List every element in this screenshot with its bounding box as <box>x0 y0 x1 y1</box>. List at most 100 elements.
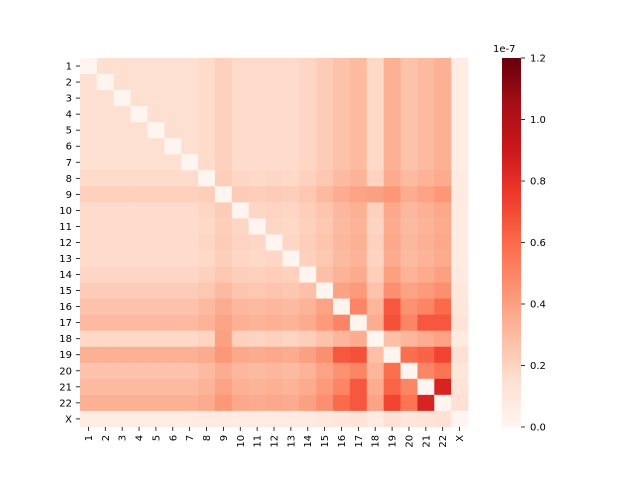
heatmap-cell-4-10 <box>231 106 250 123</box>
heatmap-cell-19-13 <box>282 346 300 364</box>
heatmap-cell-7-7 <box>181 154 199 171</box>
col-tick-label-5: 5 <box>151 435 162 441</box>
heatmap-cell-9-14 <box>299 186 317 203</box>
heatmap-cell-14-1 <box>80 266 98 283</box>
row-tick-label-5: 5 <box>66 126 72 137</box>
heatmap-cell-15-7 <box>181 282 199 299</box>
heatmap-cell-16-17 <box>349 298 368 316</box>
row-tick-label-3: 3 <box>66 94 72 105</box>
heatmap-cell-X-20 <box>400 410 418 428</box>
heatmap-cell-1-9 <box>214 58 233 75</box>
heatmap-cell-4-19 <box>383 106 401 123</box>
heatmap-cell-13-22 <box>434 250 452 267</box>
heatmap-cell-21-20 <box>400 378 418 396</box>
heatmap-cell-7-17 <box>349 154 368 171</box>
heatmap-cell-10-4 <box>130 202 148 219</box>
heatmap-cell-14-5 <box>147 266 165 283</box>
heatmap-cell-X-12 <box>265 410 283 428</box>
heatmap-cell-10-18 <box>366 202 385 219</box>
heatmap-cell-11-21 <box>417 218 435 235</box>
row-tick-label-1: 1 <box>66 62 72 73</box>
heatmap-cell-19-10 <box>231 346 250 364</box>
heatmap-cell-1-19 <box>383 58 401 75</box>
heatmap-cell-7-13 <box>282 154 300 171</box>
heatmap-cell-14-3 <box>113 266 132 283</box>
heatmap-cell-6-5 <box>147 138 165 155</box>
heatmap-cell-X-8 <box>198 410 216 428</box>
heatmap-cell-11-9 <box>214 218 233 235</box>
heatmap-cell-21-21 <box>417 378 435 396</box>
heatmap-cell-21-5 <box>147 378 165 396</box>
col-tick-label-21: 21 <box>421 435 432 448</box>
heatmap-cell-13-10 <box>231 250 250 267</box>
heatmap-cell-18-19 <box>383 330 401 348</box>
heatmap-cell-20-16 <box>333 362 351 380</box>
heatmap-cell-7-20 <box>400 154 418 171</box>
col-tick-label-20: 20 <box>404 435 415 448</box>
heatmap-cell-X-18 <box>366 410 385 428</box>
heatmap-cell-22-20 <box>400 394 418 412</box>
heatmap-cell-6-8 <box>198 138 216 155</box>
heatmap-cell-17-15 <box>316 314 334 332</box>
heatmap-cell-16-16 <box>333 298 351 316</box>
heatmap-cell-5-14 <box>299 122 317 139</box>
heatmap-cell-15-16 <box>333 282 351 299</box>
heatmap-cell-12-11 <box>248 234 266 251</box>
heatmap-cell-14-14 <box>299 266 317 283</box>
heatmap-cell-13-7 <box>181 250 199 267</box>
heatmap-cell-12-20 <box>400 234 418 251</box>
heatmap-cell-22-21 <box>417 394 435 412</box>
heatmap-cell-10-6 <box>164 202 182 219</box>
col-tick-label-4: 4 <box>135 435 146 441</box>
heatmap-cell-15-10 <box>231 282 250 299</box>
heatmap-cell-20-6 <box>164 362 182 380</box>
heatmap-cell-9-3 <box>113 186 132 203</box>
colorbar-tick-label-0.6: 0.6 <box>530 238 546 249</box>
heatmap-cell-14-20 <box>400 266 418 283</box>
heatmap-cell-22-13 <box>282 394 300 412</box>
heatmap-cell-10-17 <box>349 202 368 219</box>
heatmap-cell-16-21 <box>417 298 435 316</box>
heatmap-cell-16-5 <box>147 298 165 316</box>
heatmap-cell-4-13 <box>282 106 300 123</box>
heatmap-cell-18-22 <box>434 330 452 348</box>
heatmap-cell-X-X <box>451 410 469 428</box>
heatmap-cell-21-10 <box>231 378 250 396</box>
heatmap-cell-19-17 <box>349 346 368 364</box>
heatmap-cell-19-7 <box>181 346 199 364</box>
heatmap-cell-9-22 <box>434 186 452 203</box>
heatmap-cell-10-8 <box>198 202 216 219</box>
heatmap-cell-15-14 <box>299 282 317 299</box>
heatmap-cell-17-7 <box>181 314 199 332</box>
heatmap-cell-5-20 <box>400 122 418 139</box>
heatmap-cell-12-10 <box>231 234 250 251</box>
heatmap-cell-16-20 <box>400 298 418 316</box>
heatmap-cell-3-19 <box>383 90 401 107</box>
heatmap-cell-9-6 <box>164 186 182 203</box>
heatmap-cell-19-18 <box>366 346 385 364</box>
heatmap-cell-2-X <box>451 74 469 91</box>
heatmap-cell-1-18 <box>366 58 385 75</box>
heatmap-cell-19-4 <box>130 346 148 364</box>
heatmap-cell-15-1 <box>80 282 98 299</box>
heatmap-cell-13-20 <box>400 250 418 267</box>
heatmap-cell-4-20 <box>400 106 418 123</box>
heatmap-cell-1-6 <box>164 58 182 75</box>
heatmap-cell-5-13 <box>282 122 300 139</box>
heatmap-cell-14-11 <box>248 266 266 283</box>
heatmap-cell-9-19 <box>383 186 401 203</box>
heatmap-cell-14-8 <box>198 266 216 283</box>
heatmap-cell-14-10 <box>231 266 250 283</box>
heatmap-cell-4-14 <box>299 106 317 123</box>
heatmap-cell-22-2 <box>96 394 115 412</box>
heatmap-cell-17-6 <box>164 314 182 332</box>
heatmap-cell-14-19 <box>383 266 401 283</box>
heatmap-cell-10-16 <box>333 202 351 219</box>
heatmap-cell-20-7 <box>181 362 199 380</box>
heatmap-cell-21-16 <box>333 378 351 396</box>
row-tick-label-13: 13 <box>59 254 72 265</box>
heatmap-cell-3-12 <box>265 90 283 107</box>
row-tick-label-16: 16 <box>59 302 72 313</box>
heatmap-cell-5-3 <box>113 122 132 139</box>
heatmap-cell-16-2 <box>96 298 115 316</box>
